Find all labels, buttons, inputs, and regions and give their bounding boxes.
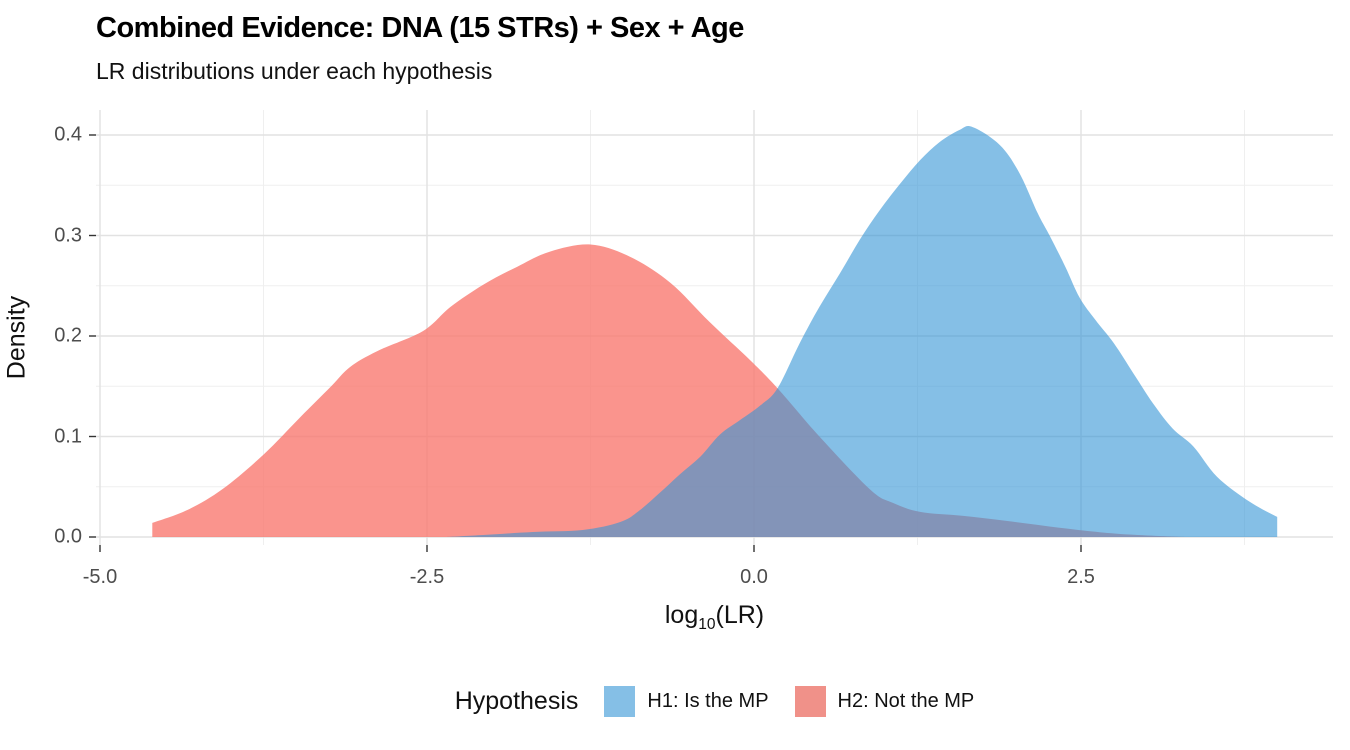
y-tick-label: 0.0 xyxy=(54,525,82,548)
y-tick-label: 0.2 xyxy=(54,324,82,347)
y-tick-label: 0.1 xyxy=(54,425,82,447)
legend-label-h2: H2: Not the MP xyxy=(837,690,975,712)
x-tick-label: -2.5 xyxy=(409,566,445,588)
legend-label-h1: H1: Is the MP xyxy=(647,690,769,712)
h1-density-area xyxy=(446,126,1278,537)
y-tick-label: 0.4 xyxy=(54,123,82,146)
legend-title: Hypothesis xyxy=(454,687,579,715)
plot-subtitle: LR distributions under each hypothesis xyxy=(96,58,493,84)
h2-swatch-icon xyxy=(794,686,826,717)
legend-item-h2: H2: Not the MP xyxy=(794,686,975,717)
plot-title: Combined Evidence: DNA (15 STRs) + Sex +… xyxy=(96,12,744,44)
h1-swatch-icon xyxy=(604,686,636,717)
x-tick-label: 2.5 xyxy=(1067,566,1095,588)
x-tick-label: 0.0 xyxy=(740,566,768,588)
y-tick-label: 0.3 xyxy=(54,224,82,246)
legend: Hypothesis H1: Is the MP H2: Not the MP xyxy=(96,686,1333,717)
x-axis-title: log10(LR) xyxy=(664,601,765,633)
x-tick-label: -5.0 xyxy=(82,566,118,588)
axis-tick-marks xyxy=(89,134,1082,552)
y-axis-title: Density xyxy=(2,295,31,380)
legend-item-h1: H1: Is the MP xyxy=(604,686,769,717)
h2-density-area xyxy=(152,244,1186,537)
